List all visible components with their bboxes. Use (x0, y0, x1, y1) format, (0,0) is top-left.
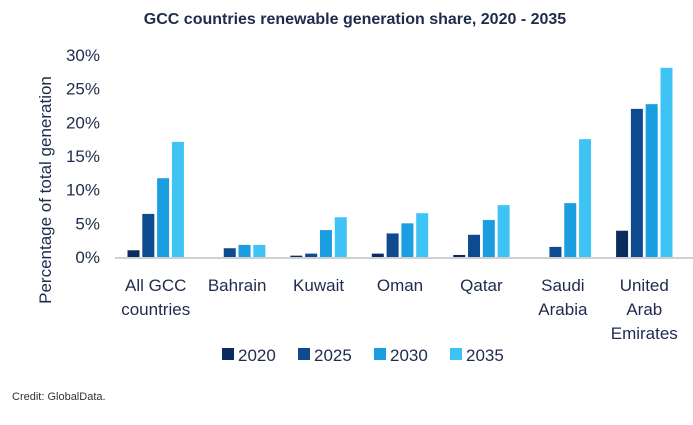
legend-swatch-2030 (374, 348, 386, 360)
legend-label: 2020 (238, 346, 276, 365)
bar-2035 (171, 141, 184, 257)
legend-swatch-2035 (450, 348, 462, 360)
bar-2020 (371, 253, 384, 257)
bar-2025 (549, 246, 562, 257)
bar-2025 (386, 233, 399, 257)
bar-2020 (453, 254, 466, 257)
bar-2035 (416, 213, 429, 257)
bar-2025 (142, 213, 155, 257)
legend-swatch-2020 (222, 348, 234, 360)
bar-2020 (127, 250, 140, 257)
bar-2025 (630, 108, 643, 257)
y-tick-label: 0% (75, 248, 100, 267)
bar-2035 (660, 67, 673, 257)
y-tick-label: 5% (75, 214, 100, 233)
credit-text: Credit: GlobalData. (12, 391, 106, 403)
bar-2030 (319, 230, 332, 257)
legend-label: 2035 (466, 346, 504, 365)
bar-2025 (468, 234, 481, 257)
legend-swatch-2025 (298, 348, 310, 360)
bar-2035 (334, 217, 347, 257)
y-tick-label: 25% (66, 80, 100, 99)
x-tick-label: United (620, 276, 669, 295)
bar-2030 (645, 104, 658, 257)
legend-label: 2030 (390, 346, 428, 365)
legend-label: 2025 (314, 346, 352, 365)
bar-2030 (401, 223, 414, 257)
x-tick-label: countries (121, 300, 190, 319)
bar-2035 (253, 244, 266, 257)
bar-2030 (564, 203, 577, 257)
x-tick-label: Emirates (611, 324, 678, 343)
y-axis-label: Percentage of total generation (36, 76, 55, 304)
x-tick-label: Arabia (538, 300, 588, 319)
y-tick-label: 15% (66, 147, 100, 166)
bar-2030 (238, 244, 251, 257)
bar-2025 (305, 253, 318, 257)
y-tick-label: 10% (66, 181, 100, 200)
bar-2020 (616, 230, 629, 257)
x-tick-label: Saudi (541, 276, 584, 295)
x-tick-label: All GCC (125, 276, 186, 295)
x-tick-label: Qatar (460, 276, 503, 295)
x-tick-label: Kuwait (293, 276, 344, 295)
y-tick-label: 30% (66, 46, 100, 65)
x-tick-label: Arab (626, 300, 662, 319)
chart-title: GCC countries renewable generation share… (144, 11, 566, 28)
bar-2030 (482, 219, 495, 257)
bar-2035 (579, 139, 592, 257)
bar-2025 (223, 248, 236, 257)
bar-2030 (157, 178, 170, 257)
x-tick-label: Bahrain (208, 276, 267, 295)
x-tick-label: Oman (377, 276, 423, 295)
bar-2020 (290, 255, 303, 257)
bar-2035 (497, 205, 510, 257)
y-tick-label: 20% (66, 113, 100, 132)
